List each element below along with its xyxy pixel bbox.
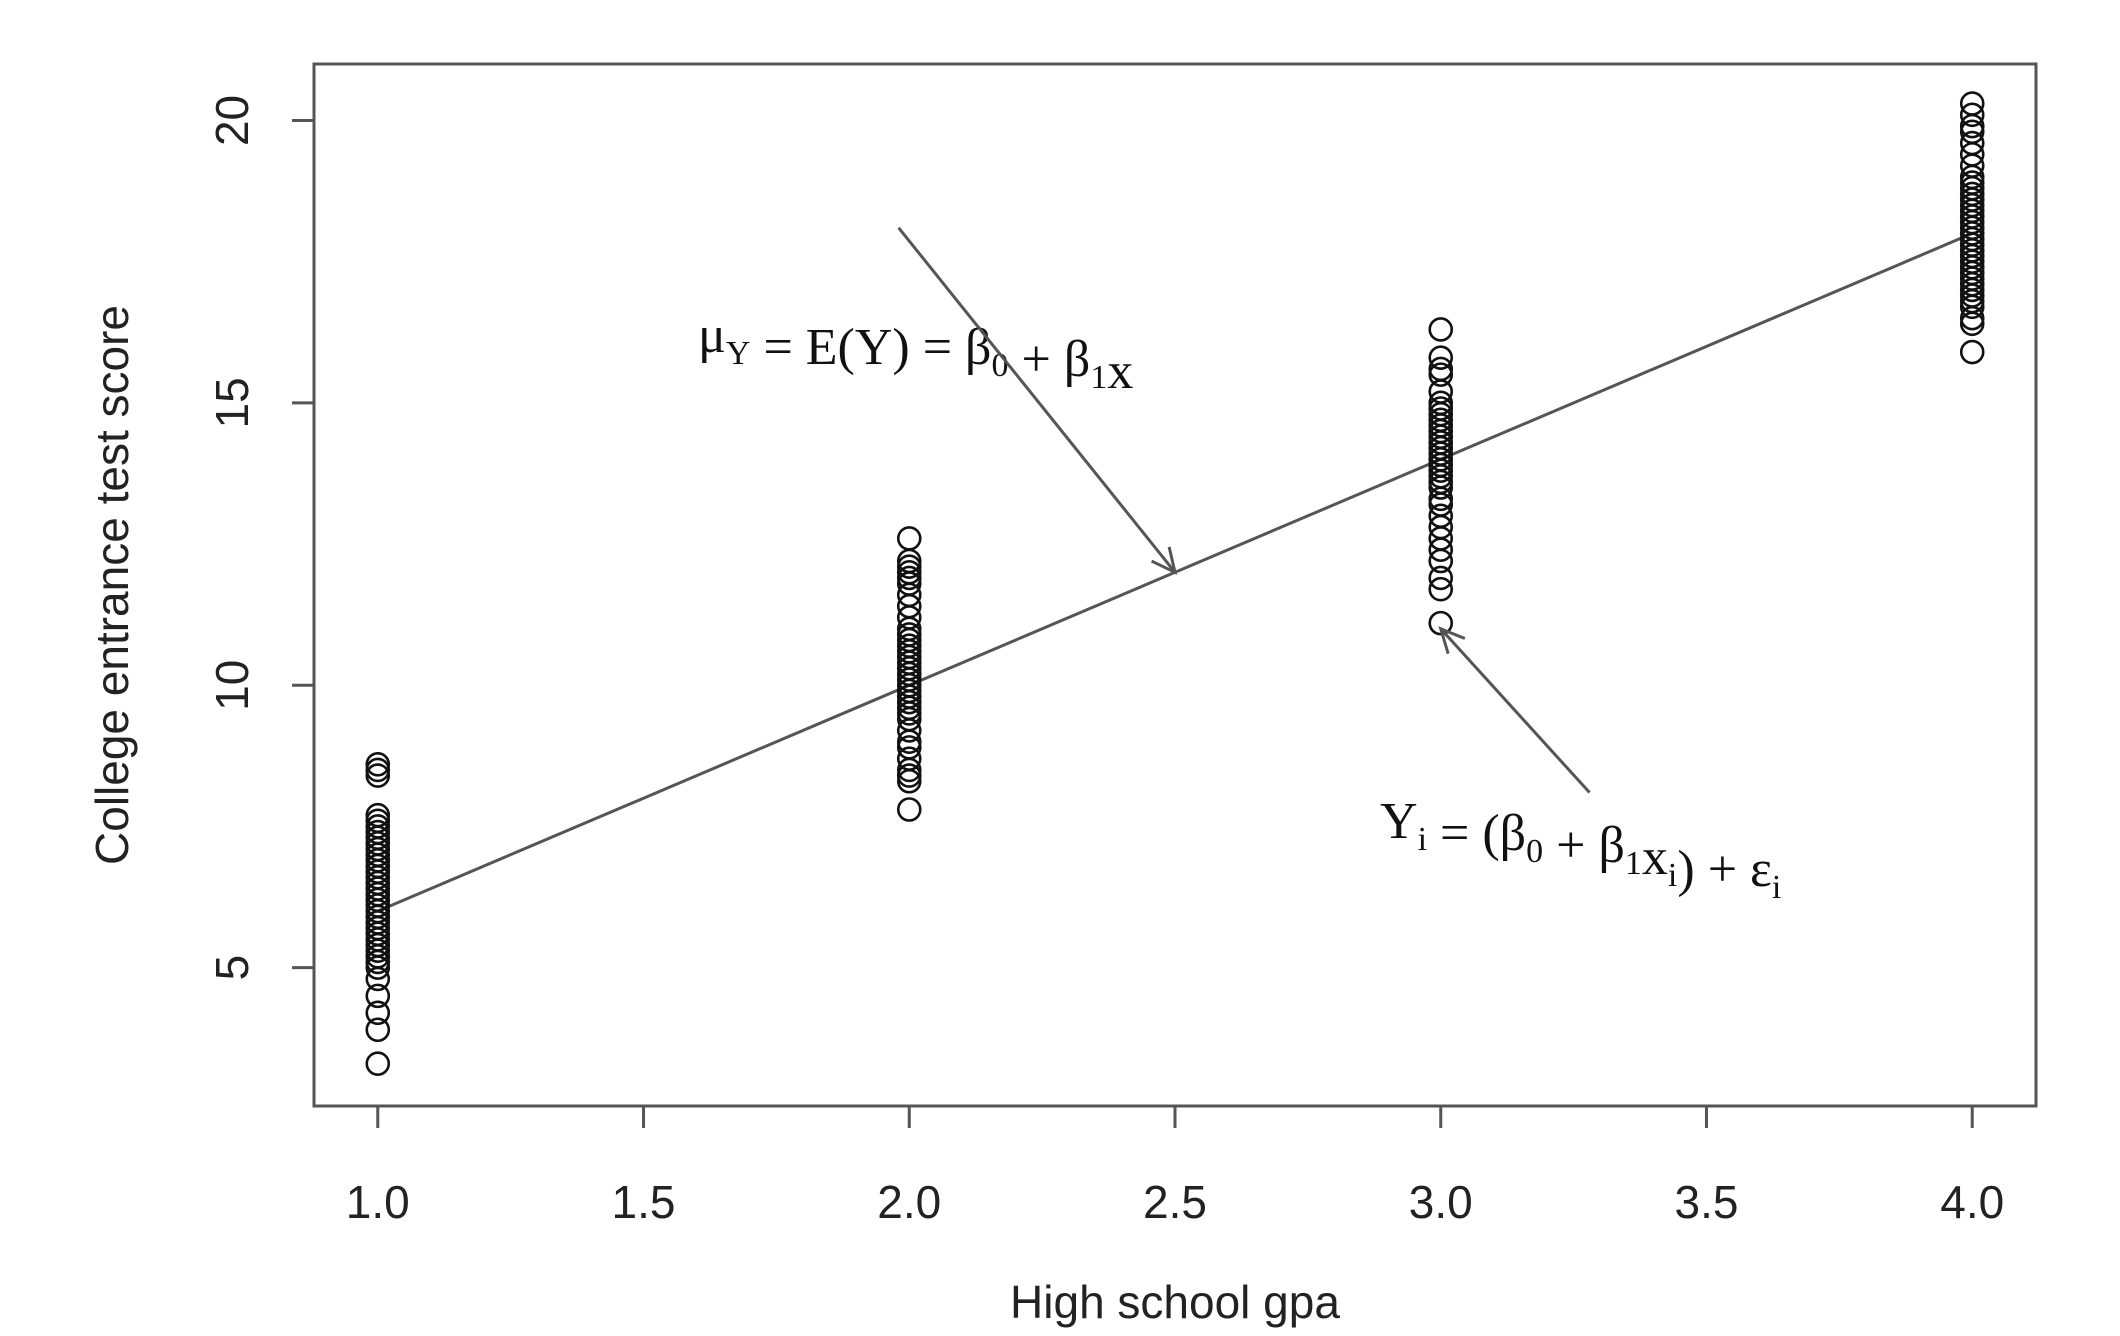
data-point <box>1428 407 1454 433</box>
data-point <box>1959 130 1985 156</box>
x-axis-title: High school gpa <box>1010 1276 1340 1328</box>
y-tick-label: 20 <box>206 95 258 146</box>
data-point <box>896 746 922 771</box>
annotation-text: ) + ε <box>1677 841 1771 898</box>
annotation-subscript: i <box>1668 857 1677 894</box>
data-point <box>1428 356 1454 382</box>
data-point <box>896 526 922 551</box>
annotation-arrowhead <box>1150 546 1178 575</box>
annotation-arrow <box>1439 627 1591 794</box>
data-point <box>365 757 391 783</box>
annotation-text: Y <box>1380 793 1418 850</box>
x-tick-label: 1.5 <box>612 1176 676 1228</box>
annotation-arrowhead <box>1438 626 1466 655</box>
data-point <box>896 735 922 760</box>
data-point <box>365 819 391 845</box>
annotation-text: = (β <box>1427 805 1526 862</box>
data-point <box>1428 390 1454 416</box>
data-point <box>896 565 922 591</box>
x-axis: 1.0 1.5 2.0 2.5 3.0 3.5 4.0 <box>346 1104 2004 1228</box>
data-point <box>1428 503 1454 529</box>
data-point <box>365 1017 391 1043</box>
annotation-subscript: 1 <box>1625 845 1642 882</box>
data-point <box>365 1000 391 1026</box>
annotation-text: + β <box>1009 331 1091 388</box>
data-point <box>365 983 391 1009</box>
data-point <box>1428 565 1454 591</box>
data-point <box>365 808 391 834</box>
x-tick-label: 3.5 <box>1675 1176 1739 1228</box>
annotation-subscript: i <box>1772 869 1781 906</box>
data-point <box>1959 119 1985 145</box>
plot-frame <box>312 62 2038 1108</box>
y-axis-title: College entrance test score <box>86 305 138 865</box>
data-point <box>1428 396 1454 421</box>
data-point <box>1428 610 1454 636</box>
data-point <box>1428 576 1454 602</box>
data-point <box>1959 339 1985 365</box>
y-tick-label: 15 <box>206 377 258 428</box>
y-axis: 5 10 15 20 <box>206 95 316 981</box>
data-point <box>896 554 922 579</box>
x-tick-label: 3.0 <box>1409 1176 1473 1228</box>
y-tick-label: 5 <box>206 955 258 981</box>
annotation-subscript: 1 <box>1090 359 1107 396</box>
annotation-subscript: 0 <box>992 347 1009 384</box>
annotation-label: μY = E(Y) = β0 + β1x <box>698 307 1133 400</box>
annotation-text: = E(Y) = β <box>750 319 991 376</box>
points-layer <box>365 91 1985 1076</box>
data-point <box>365 802 391 828</box>
data-point <box>365 752 391 777</box>
x-tick-label: 2.5 <box>1143 1176 1207 1228</box>
annotation-text: x <box>1642 829 1668 886</box>
annotation-arrow <box>897 226 1177 574</box>
data-point <box>1959 91 1985 116</box>
data-point <box>896 622 922 647</box>
data-point <box>365 763 391 788</box>
data-point <box>896 559 922 585</box>
annotation-subscript: 0 <box>1526 833 1543 870</box>
data-point <box>1959 181 1985 207</box>
data-point <box>365 1051 391 1076</box>
annotation-text: + β <box>1543 817 1625 874</box>
annotation-label: Yi = (β0 + β1xi) + εi <box>1380 793 1781 906</box>
data-point <box>1428 362 1454 387</box>
x-tick-label: 1.0 <box>346 1176 410 1228</box>
data-point <box>1428 345 1454 370</box>
data-point <box>896 797 922 822</box>
annotation-text: x <box>1107 343 1133 400</box>
annotation-subscript: i <box>1418 821 1427 858</box>
data-point <box>1959 102 1985 128</box>
data-point <box>896 633 922 659</box>
annotation-subscript: Y <box>726 335 751 372</box>
data-point <box>896 763 922 788</box>
data-point <box>365 814 391 839</box>
x-tick-label: 2.0 <box>877 1176 941 1228</box>
y-tick-label: 10 <box>206 660 258 711</box>
x-tick-label: 4.0 <box>1940 1176 2004 1228</box>
annotation-text: μ <box>698 307 726 364</box>
data-point <box>1959 170 1985 195</box>
data-point <box>1428 317 1454 342</box>
